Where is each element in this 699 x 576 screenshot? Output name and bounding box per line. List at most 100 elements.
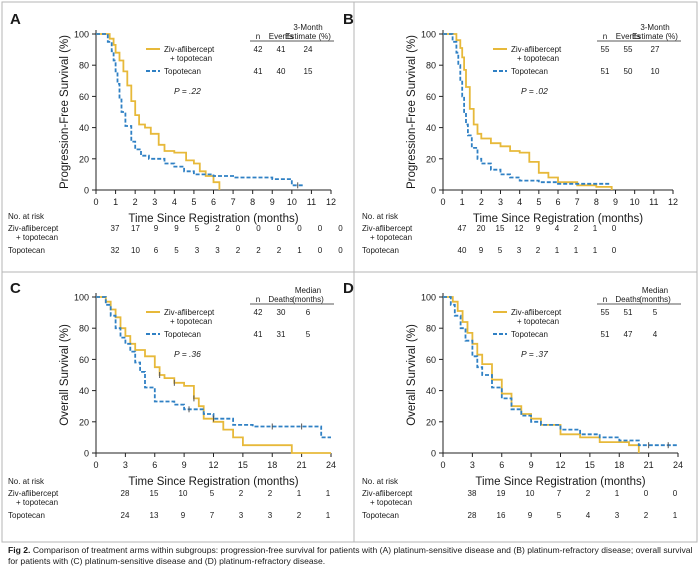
panel-d-risk-ziv-count: 38 xyxy=(468,489,477,498)
panel-c-x-tick-label: 21 xyxy=(297,460,307,470)
panel-b-y-tick-label: 100 xyxy=(421,30,436,40)
panel-c-risk-ziv-count: 15 xyxy=(150,489,159,498)
panel-d-y-tick-label: 40 xyxy=(426,386,436,396)
panel-d-legend-ziv-label-1: Ziv-aflibercept xyxy=(511,308,562,317)
panel-a-legend-topo-label: Topotecan xyxy=(164,67,201,76)
panel-d-y-axis-title: Overall Survival (%) xyxy=(406,324,418,426)
panel-d-risk-ziv-count: 2 xyxy=(586,489,591,498)
panel-c-risk-topo-count: 9 xyxy=(181,511,186,520)
panel-c-y-tick-label: 0 xyxy=(84,449,89,459)
panel-c-risk-ziv-label-2: + topotecan xyxy=(16,498,58,507)
panel-a-y-tick-label: 40 xyxy=(79,123,89,133)
panel-b-risk-topo-count: 1 xyxy=(593,246,598,255)
panel-b-legend-ziv-label-1: Ziv-aflibercept xyxy=(511,45,562,54)
panel-c-risk-ziv-count: 1 xyxy=(326,489,331,498)
panel-b-p-value: P = .02 xyxy=(521,86,548,96)
panel-a-x-tick-label: 11 xyxy=(307,197,316,207)
panel-d-legend-topo-estimate: 4 xyxy=(653,330,658,339)
panel-c-y-tick-label: 100 xyxy=(74,293,89,303)
panel-c-x-tick-label: 12 xyxy=(208,460,218,470)
panel-b-y-tick-label: 0 xyxy=(431,186,436,196)
panel-a-x-tick-label: 1 xyxy=(113,197,118,207)
panel-b-risk-ziv-count: 20 xyxy=(477,224,486,233)
panel-c-curve-topo xyxy=(96,296,331,439)
panel-d-legend-topo-label: Topotecan xyxy=(511,330,548,339)
panel-a-x-tick-label: 10 xyxy=(287,197,297,207)
panel-a-x-tick-label: 12 xyxy=(326,197,336,207)
panel-a-x-tick-label: 5 xyxy=(191,197,196,207)
panel-b-x-tick-label: 7 xyxy=(575,197,580,207)
panel-d-legend-ziv-label-2: + topotecan xyxy=(517,317,559,326)
panel-b-risk-header: No. at risk xyxy=(362,212,399,221)
panel-d-risk-topo-count: 5 xyxy=(557,511,562,520)
panel-a-x-tick-label: 0 xyxy=(93,197,98,207)
panel-a-risk-topo-count: 32 xyxy=(111,246,120,255)
panel-b-risk-ziv-label-1: Ziv-aflibercept xyxy=(362,224,413,233)
panel-a-risk-topo-count: 2 xyxy=(277,246,282,255)
panel-d-y-tick-label: 80 xyxy=(426,324,436,334)
panel-a-risk-topo-count: 2 xyxy=(256,246,261,255)
panel-d-label: D xyxy=(343,280,354,297)
panel-c-legend-col1-title: n xyxy=(256,295,260,304)
panel-c-risk-topo-count: 3 xyxy=(268,511,273,520)
panel-c-x-tick-label: 18 xyxy=(267,460,277,470)
panel-c-y-tick-label: 80 xyxy=(79,324,89,334)
panel-d-x-tick-label: 9 xyxy=(529,460,534,470)
panel-b-risk-topo-count: 40 xyxy=(458,246,467,255)
panel-d-legend-ziv-events: 51 xyxy=(624,308,633,317)
panel-b-risk-ziv-count: 47 xyxy=(458,224,467,233)
panel-d-legend-col3-title-2: (months) xyxy=(639,295,671,304)
panel-c-risk-topo-count: 3 xyxy=(239,511,244,520)
panel-b-x-tick-label: 10 xyxy=(630,197,640,207)
panel-a-risk-ziv-count: 0 xyxy=(297,224,302,233)
panel-d-x-axis-title: Time Since Registration (months) xyxy=(475,476,645,488)
panel-b-x-tick-label: 3 xyxy=(498,197,503,207)
panel-d-risk-ziv-count: 10 xyxy=(526,489,535,498)
panel-d-legend-ziv-estimate: 5 xyxy=(653,308,658,317)
panel-d-x-tick-label: 6 xyxy=(499,460,504,470)
panel-c-legend-topo-n: 41 xyxy=(254,330,263,339)
panel-a-legend-topo-n: 41 xyxy=(254,67,263,76)
panel-a-risk-topo-count: 0 xyxy=(318,246,323,255)
panel-a-x-tick-label: 6 xyxy=(211,197,216,207)
panel-b-risk-topo-count: 1 xyxy=(574,246,579,255)
panel-a-risk-topo-count: 2 xyxy=(236,246,241,255)
panel-c-risk-ziv-count: 2 xyxy=(268,489,273,498)
panel-b-x-tick-label: 8 xyxy=(594,197,599,207)
panel-d-risk-ziv-count: 1 xyxy=(615,489,620,498)
panel-a-x-tick-label: 3 xyxy=(152,197,157,207)
panel-a-risk-topo-count: 10 xyxy=(131,246,140,255)
panel-d-curve-topo xyxy=(443,296,678,447)
panel-d-y-tick-label: 0 xyxy=(431,449,436,459)
panel-c-legend-ziv-label-2: + topotecan xyxy=(170,317,212,326)
panel-a-legend-ziv-label-2: + topotecan xyxy=(170,54,212,63)
panel-a-legend-col1-title: n xyxy=(256,32,260,41)
panel-c-x-tick-label: 3 xyxy=(123,460,128,470)
panel-b-legend-topo-label: Topotecan xyxy=(511,67,548,76)
panel-d-x-tick-label: 15 xyxy=(585,460,595,470)
panel-b-risk-topo-label: Topotecan xyxy=(362,246,399,255)
panel-b-risk-ziv-count: 4 xyxy=(555,224,560,233)
panel-a-risk-topo-label: Topotecan xyxy=(8,246,45,255)
panel-d-p-value: P = .37 xyxy=(521,349,548,359)
panel-b-x-tick-label: 2 xyxy=(479,197,484,207)
panel-d-risk-topo-count: 2 xyxy=(644,511,649,520)
panel-a-risk-ziv-count: 5 xyxy=(195,224,200,233)
panel-b-legend-ziv-label-2: + topotecan xyxy=(517,54,559,63)
caption-label: Fig 2. xyxy=(8,545,31,555)
panel-d-risk-topo-count: 3 xyxy=(615,511,620,520)
panel-b-x-tick-label: 6 xyxy=(555,197,560,207)
panel-b-risk-ziv-count: 15 xyxy=(496,224,505,233)
panel-c-risk-ziv-count: 1 xyxy=(297,489,302,498)
panel-a-label: A xyxy=(10,11,21,28)
panel-b-legend-topo-n: 51 xyxy=(601,67,610,76)
panel-a-legend-ziv-label-1: Ziv-aflibercept xyxy=(164,45,215,54)
panel-d-y-tick-label: 100 xyxy=(421,293,436,303)
panel-d-risk-ziv-count: 19 xyxy=(497,489,506,498)
panel-d-risk-topo-count: 4 xyxy=(586,511,591,520)
panel-c-risk-ziv-count: 5 xyxy=(210,489,215,498)
panel-b-legend-ziv-n: 55 xyxy=(601,45,610,54)
panel-a-y-axis-title: Progression-Free Survival (%) xyxy=(59,35,71,189)
panel-c-y-tick-label: 20 xyxy=(79,417,89,427)
panel-a-risk-header: No. at risk xyxy=(8,212,45,221)
